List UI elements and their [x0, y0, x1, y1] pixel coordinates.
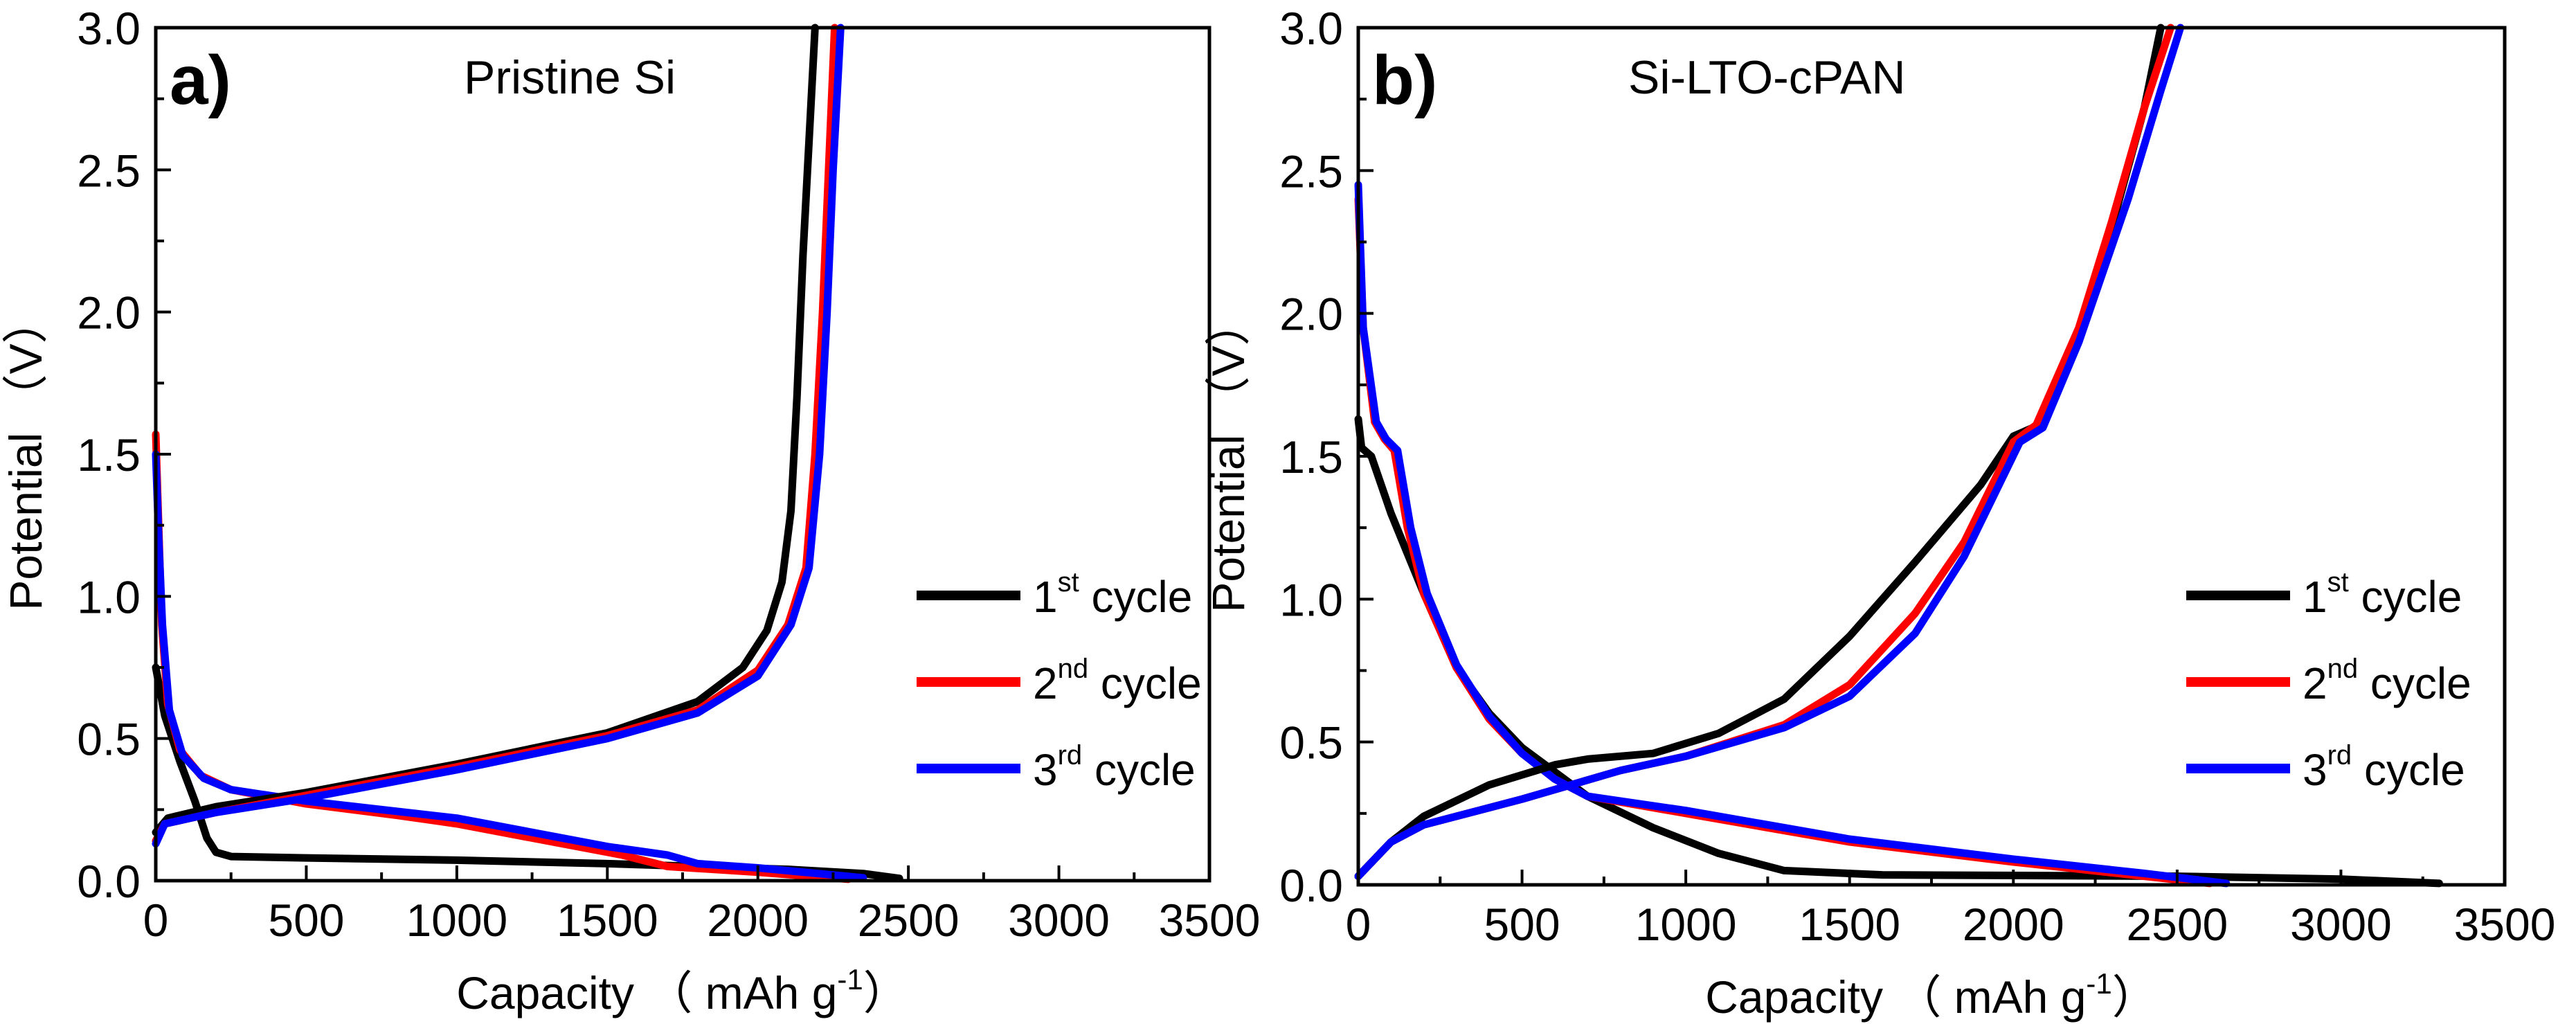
legend-label: 3rd cycle: [1033, 740, 1196, 795]
x-tick-label: 3500: [1159, 895, 1261, 946]
x-axis-label: Capacity （ mAh g-1）: [1705, 967, 2158, 1023]
x-tick-label: 1000: [1635, 899, 1737, 950]
x-tick-label: 2500: [858, 895, 960, 946]
y-tick-label: 2.5: [1279, 145, 1343, 197]
series-line: [152, 24, 839, 845]
y-tick-label: 0.0: [1279, 860, 1343, 911]
y-tick-label: 1.5: [1279, 431, 1343, 483]
y-tick-label: 2.5: [77, 145, 141, 196]
x-axis-label: Capacity （ mAh g-1）: [456, 963, 909, 1018]
legend-label: 3rd cycle: [2303, 740, 2465, 795]
panel-title: Si-LTO-cPAN: [1628, 51, 1906, 104]
series-line: [1354, 195, 2214, 888]
panel-title: Pristine Si: [464, 51, 676, 104]
series-line: [152, 450, 867, 882]
x-tick-label: 3000: [1008, 895, 1110, 946]
panel-label: b): [1372, 42, 1437, 119]
y-tick-label: 1.0: [1279, 574, 1343, 625]
series-line: [1354, 181, 2231, 888]
x-tick-label: 1500: [1799, 899, 1900, 950]
legend-label: 2nd cycle: [2303, 654, 2471, 708]
series-line: [152, 24, 819, 836]
y-tick-label: 1.5: [77, 429, 141, 480]
panel-a: 0 500 1000 1500 2000 2500 3000 3500 0.0 0.5 1.0 1.5…: [0, 3, 1260, 1018]
legend-label: 1st cycle: [1033, 567, 1192, 622]
x-tick-label: 3500: [2454, 899, 2556, 950]
y-tick-label: 2.0: [1279, 289, 1343, 340]
series-line: [1354, 24, 2185, 881]
legend-label: 1st cycle: [2303, 567, 2462, 622]
x-tick-label: 1500: [557, 895, 658, 946]
series-line: [152, 430, 852, 883]
y-tick-label: 2.0: [77, 287, 141, 339]
x-tick-label: 1000: [406, 895, 507, 946]
y-tick-label: 0.5: [77, 714, 141, 765]
panel-b: 0 500 1000 1500 2000 2500 3000 3500 0.0 0.5 1.0 1.5…: [1203, 3, 2555, 1023]
series-line: [152, 663, 903, 883]
y-tick-label: 3.0: [1279, 3, 1343, 54]
y-axis-label: Potential （V）: [1203, 300, 1254, 612]
series-line: [1354, 415, 2443, 888]
series-line: [1354, 24, 2165, 881]
x-tick-label: 0: [1346, 899, 1371, 950]
x-tick-label: 0: [143, 895, 169, 946]
series-line: [152, 24, 845, 848]
x-tick-label: 2500: [2126, 899, 2228, 950]
x-tick-label: 3000: [2290, 899, 2392, 950]
legend-label: 2nd cycle: [1033, 654, 1202, 708]
x-tick-label: 500: [1484, 899, 1560, 950]
y-tick-label: 1.0: [77, 571, 141, 622]
panel-label: a): [170, 42, 231, 119]
y-tick-label: 0.0: [77, 856, 141, 907]
x-tick-label: 2000: [1963, 899, 2064, 950]
x-tick-label: 2000: [707, 895, 809, 946]
y-tick-label: 0.5: [1279, 717, 1343, 769]
y-tick-label: 3.0: [77, 3, 141, 54]
x-tick-label: 500: [268, 895, 344, 946]
series-line: [1354, 24, 2174, 881]
y-axis-label: Potential （V）: [0, 298, 51, 610]
